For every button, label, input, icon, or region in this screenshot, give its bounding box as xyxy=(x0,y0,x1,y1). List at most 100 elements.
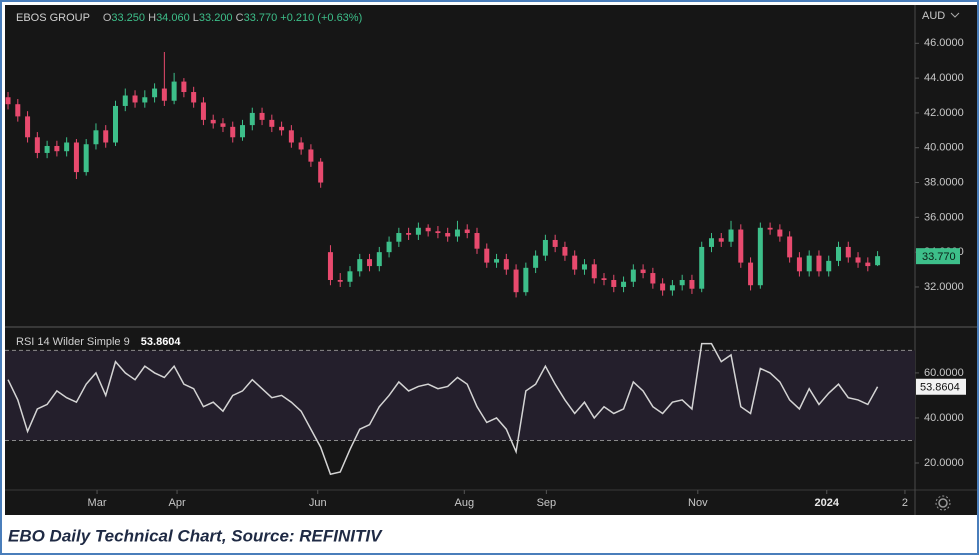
candle-body xyxy=(259,112,265,120)
candle-body xyxy=(406,233,412,235)
candle-body xyxy=(161,88,167,101)
candle-body xyxy=(25,116,31,138)
candle-body xyxy=(699,246,705,289)
candle-body xyxy=(308,149,314,162)
y-tick-label: 20.0000 xyxy=(924,457,964,469)
candle-body xyxy=(494,259,500,263)
y-tick-label: 46.0000 xyxy=(924,37,964,49)
candle-body xyxy=(835,246,841,261)
candle-body xyxy=(15,104,21,117)
y-tick-label: 40.0000 xyxy=(924,142,964,154)
candle-body xyxy=(728,229,734,242)
candle-body xyxy=(298,142,304,150)
candle-body xyxy=(630,269,636,282)
candle-body xyxy=(210,119,216,124)
candle-body xyxy=(454,229,460,237)
field-key: L xyxy=(193,12,199,24)
field-key: H xyxy=(148,12,156,24)
last-price-tag xyxy=(916,248,960,265)
candle-body xyxy=(669,285,675,291)
x-tick-label: 2 xyxy=(902,497,908,509)
candle-body xyxy=(191,92,197,103)
candle-body xyxy=(64,142,70,152)
candle-body xyxy=(34,137,40,153)
field-key: C xyxy=(236,12,244,24)
chart-content: 32.000034.000036.000038.000040.000042.00… xyxy=(5,37,966,509)
candle-body xyxy=(376,252,382,267)
candle-body xyxy=(357,259,363,272)
candle-body xyxy=(708,238,714,247)
y-tick-label: 40.0000 xyxy=(924,412,964,424)
candle-body xyxy=(386,241,392,253)
candle-body xyxy=(152,88,158,98)
y-tick-label: 36.0000 xyxy=(924,211,964,223)
x-tick-label: Sep xyxy=(537,497,557,509)
candle-body xyxy=(640,269,646,274)
candle-body xyxy=(777,229,783,237)
y-tick-label: 38.0000 xyxy=(924,176,964,188)
candle-body xyxy=(542,239,548,256)
candle-body xyxy=(415,227,421,235)
candle-body xyxy=(318,161,324,183)
candle-body xyxy=(142,97,148,103)
candle-body xyxy=(689,280,695,289)
y-tick-label: 44.0000 xyxy=(924,72,964,84)
x-tick-label: 2024 xyxy=(815,497,840,509)
candle-body xyxy=(132,95,138,103)
candle-body xyxy=(464,229,470,234)
rsi-line xyxy=(7,342,879,476)
candle-body xyxy=(288,130,294,143)
candle-body xyxy=(337,280,343,282)
candle-body xyxy=(865,262,871,267)
indicator-value: 53.8604 xyxy=(141,336,182,348)
candle-body xyxy=(523,267,529,293)
candle-body xyxy=(767,227,773,230)
candle-body xyxy=(367,259,373,267)
candle-body xyxy=(5,97,11,105)
candle-body xyxy=(474,233,480,249)
candle-body xyxy=(621,281,627,287)
candle-body xyxy=(445,233,451,237)
rsi-value-tag xyxy=(916,378,966,395)
candle-body xyxy=(513,269,519,293)
dropdown-icon[interactable] xyxy=(950,12,960,18)
candle-body xyxy=(503,259,509,270)
x-tick-label: Jun xyxy=(309,497,327,509)
candle-body xyxy=(796,257,802,272)
field-key: O xyxy=(103,12,112,24)
instrument-name: EBOS GROUP xyxy=(16,12,90,24)
rsi-band xyxy=(5,350,915,441)
candle-body xyxy=(581,264,587,270)
candle-body xyxy=(435,231,441,234)
indicator-legend: RSI 14 Wilder Simple 9 53.8604 xyxy=(16,336,181,348)
candle-body xyxy=(591,264,597,279)
candle-body xyxy=(269,119,275,127)
candle-body xyxy=(748,262,754,286)
candle-body xyxy=(757,227,763,286)
candle-body xyxy=(122,95,128,106)
candle-body xyxy=(660,283,666,291)
indicator-title: RSI 14 Wilder Simple 9 xyxy=(16,336,130,348)
candle-body xyxy=(230,126,236,138)
candle-body xyxy=(240,125,246,138)
candle-body xyxy=(171,81,177,101)
x-tick-label: Nov xyxy=(688,497,708,509)
candle-body xyxy=(611,280,617,287)
candle-body xyxy=(562,246,568,256)
settings-icon[interactable] xyxy=(935,495,951,511)
candle-body xyxy=(83,144,89,173)
candle-body xyxy=(552,239,558,247)
candle-body xyxy=(220,123,226,127)
currency-label[interactable]: AUD xyxy=(922,10,945,22)
candle-body xyxy=(650,273,656,284)
candle-body xyxy=(44,145,50,153)
candle-body xyxy=(679,280,685,286)
candle-body xyxy=(73,142,79,173)
candle-body xyxy=(816,255,822,272)
candle-body xyxy=(484,248,490,263)
candle-body xyxy=(54,145,60,152)
candle-body xyxy=(279,126,285,131)
rsi-value-label: 53.8604 xyxy=(920,382,960,394)
candle-body xyxy=(93,130,99,145)
